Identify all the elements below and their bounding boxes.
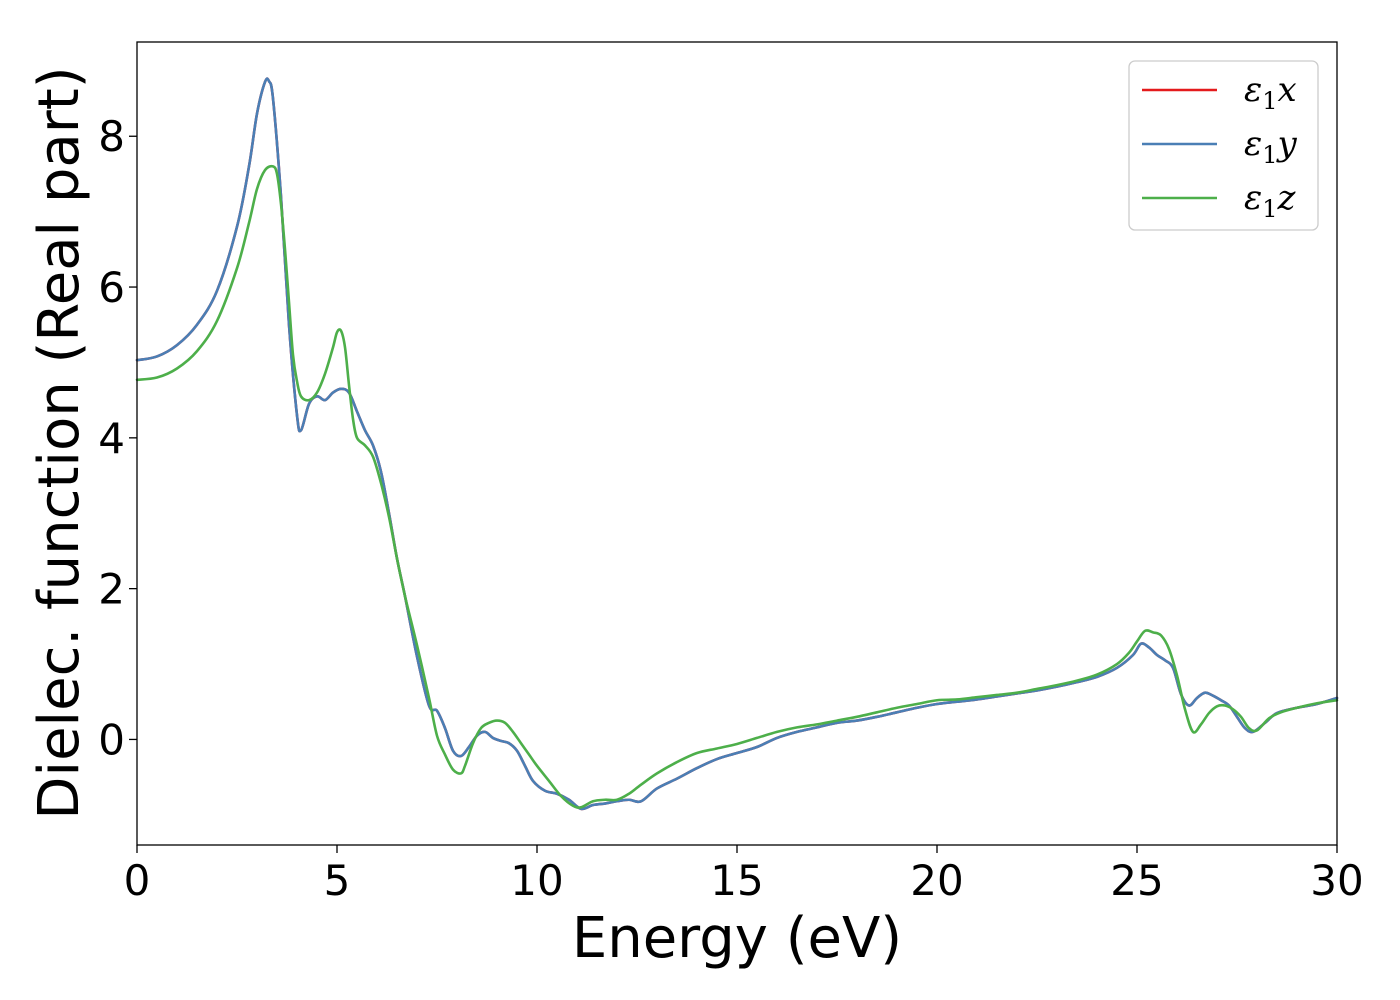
y-tick-label: 2	[98, 565, 125, 614]
series-line-z	[135, 164, 1339, 809]
x-tick-label: 15	[710, 856, 763, 905]
x-tick-label: 5	[324, 856, 351, 905]
legend-label: ε1x	[1244, 70, 1297, 115]
legend-label: ε1z	[1244, 178, 1297, 223]
x-tick-label: 10	[510, 856, 563, 905]
y-axis-title: Dielec. function (Real part)	[27, 66, 92, 819]
legend-label: ε1y	[1244, 124, 1298, 169]
series-line-y	[135, 77, 1339, 811]
y-tick-label: 6	[98, 263, 125, 312]
legend-box	[1128, 60, 1319, 231]
y-tick-label: 4	[98, 414, 125, 463]
series-layer	[135, 77, 1339, 811]
y-tick-label: 8	[98, 112, 125, 161]
x-axis-title: Energy (eV)	[572, 906, 902, 971]
y-tick-label: 0	[98, 715, 125, 764]
x-axis-ticks: 0 5 10 15 20 25 30	[124, 845, 1364, 905]
legend: ε1x ε1y ε1z	[1128, 60, 1319, 231]
y-axis-ticks: 0 2 4 6 8	[98, 112, 137, 764]
x-tick-label: 0	[124, 856, 151, 905]
x-tick-label: 20	[910, 856, 963, 905]
x-tick-label: 30	[1310, 856, 1363, 905]
x-tick-label: 25	[1110, 856, 1163, 905]
